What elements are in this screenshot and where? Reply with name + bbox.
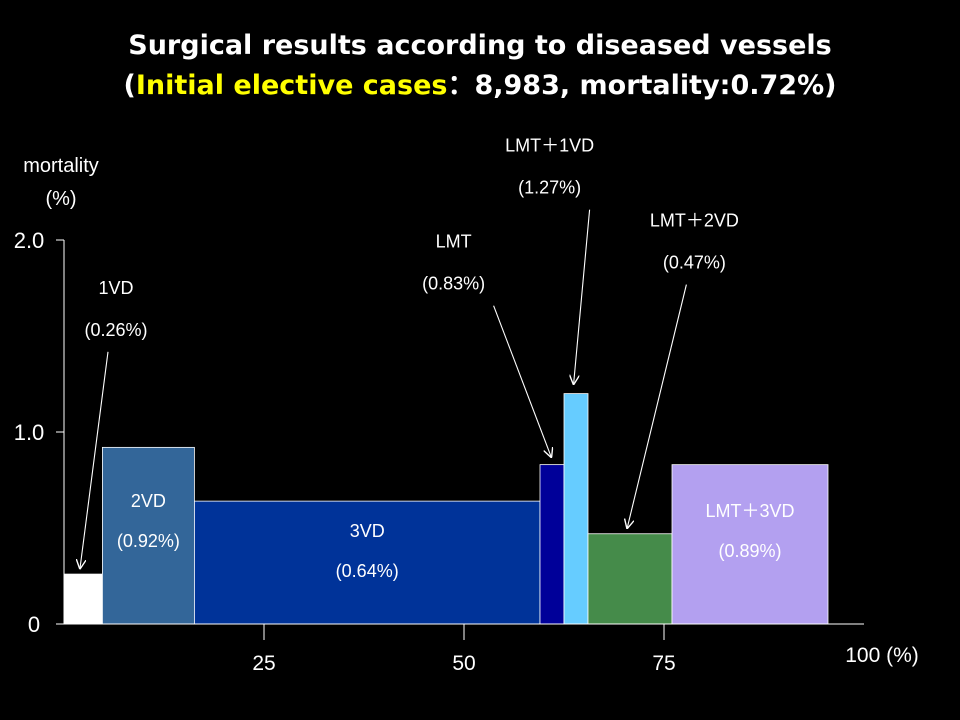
bar-2vd xyxy=(102,446,195,625)
bar-lmt-plus-3vd xyxy=(671,464,829,625)
bar-lmt-plus-1vd xyxy=(563,393,589,625)
annotation-label-name: LMT xyxy=(436,232,472,252)
bar-3vd xyxy=(193,500,541,625)
subtitle-highlight: Initial elective cases xyxy=(135,70,448,101)
data-label-value: (0.92%) xyxy=(117,531,180,551)
bar-lmt-plus-2vd xyxy=(587,533,673,625)
annotation-arrow xyxy=(493,305,552,457)
y-axis-label-unit: (%) xyxy=(45,188,76,210)
x-axis-label: 100 (%) xyxy=(845,644,919,667)
chart-title-line1: Surgical results according to diseased v… xyxy=(128,30,832,61)
annotation-arrow xyxy=(574,209,591,384)
chart-title: Surgical results according to diseased v… xyxy=(0,26,960,106)
y-axis-label: mortality xyxy=(23,155,99,177)
annotation-label-name: LMT＋2VD xyxy=(650,211,739,231)
y-tick-label: 1.0 xyxy=(14,420,45,445)
annotation-label-value: (0.83%) xyxy=(422,274,485,294)
subtitle-open-paren: ( xyxy=(123,70,136,101)
chart-subtitle: (Initial elective cases：8,983, mortality… xyxy=(0,66,960,106)
subtitle-rest: ：8,983, mortality:0.72%) xyxy=(447,70,837,101)
x-tick-label: 25 xyxy=(252,652,275,675)
bar-1vd xyxy=(63,573,103,625)
annotation-label-value: (0.26%) xyxy=(84,320,147,340)
annotation-label-value: (0.47%) xyxy=(663,253,726,273)
bar-lmt xyxy=(539,464,565,625)
annotation-arrow xyxy=(627,284,687,528)
y-tick-label: 2.0 xyxy=(14,228,45,253)
data-label-name: 3VD xyxy=(350,521,385,541)
annotation-label-name: LMT＋1VD xyxy=(505,136,594,156)
annotation-label-name: 1VD xyxy=(98,278,133,298)
data-label-value: (0.89%) xyxy=(718,541,781,561)
data-label-name: LMT＋3VD xyxy=(705,501,794,521)
annotation-arrow xyxy=(80,351,109,569)
y-tick-label: 0 xyxy=(28,612,40,637)
annotation-label-value: (1.27%) xyxy=(518,178,581,198)
x-tick-label: 75 xyxy=(652,652,675,675)
data-label-value: (0.64%) xyxy=(336,561,399,581)
x-tick-label: 50 xyxy=(452,652,475,675)
data-label-name: 2VD xyxy=(131,491,166,511)
